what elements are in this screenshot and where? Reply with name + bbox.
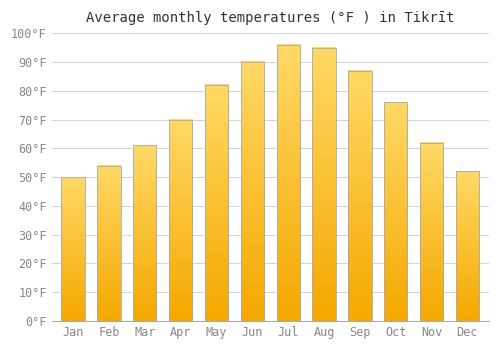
Bar (98, 166, 120, 321)
Title: Average monthly temperatures (°F ) in Tikrīt: Average monthly temperatures (°F ) in Ti… (86, 11, 455, 25)
Bar (169, 120, 192, 321)
Bar (312, 48, 336, 321)
Bar (384, 102, 407, 321)
Bar (456, 172, 479, 321)
Bar (240, 62, 264, 321)
Bar (420, 142, 443, 321)
Bar (205, 85, 228, 321)
Bar (133, 146, 156, 321)
Bar (62, 177, 85, 321)
Bar (348, 71, 372, 321)
Bar (276, 45, 300, 321)
